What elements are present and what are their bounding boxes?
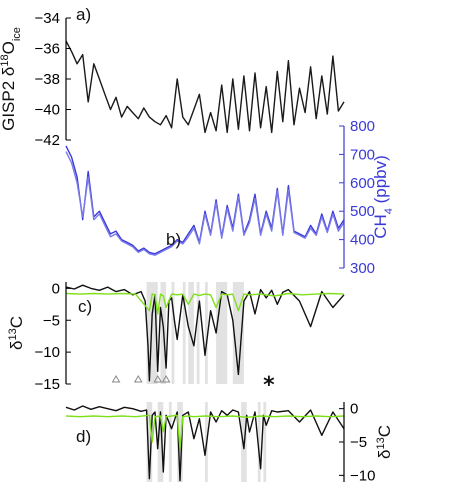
asterisk-marker: * xyxy=(263,373,275,398)
triangle-marker-3 xyxy=(161,375,171,383)
y-axis-title-c: δ13C xyxy=(7,316,26,350)
y-tick-label-c-2: −10 xyxy=(35,344,60,361)
shaded-band-c-0 xyxy=(146,282,158,384)
y-title-sup: 13 xyxy=(375,437,387,449)
series-line-d-1 xyxy=(65,414,345,450)
panel-c: 0 −5 −10 −15 c) δ13C * xyxy=(7,280,345,398)
shaded-band-d-0 xyxy=(146,402,153,482)
y-tick-label-b-1: 700 xyxy=(350,146,375,163)
y-tick-label-b-2: 600 xyxy=(350,175,375,192)
series-line-a-0 xyxy=(65,40,345,134)
series-line-b-0 xyxy=(65,145,345,255)
y-axis-title-d: δ13C xyxy=(375,425,394,459)
shaded-band-c-2 xyxy=(171,282,175,384)
y-title-main: C xyxy=(7,316,26,328)
shaded-band-c-3 xyxy=(182,282,186,384)
y-title-part: GISP2 δ xyxy=(0,67,18,131)
y-tick-label-c-3: −15 xyxy=(35,376,60,393)
y-title-sub: ice xyxy=(11,27,23,41)
y-tick-label-c-1: −5 xyxy=(43,312,60,329)
y-tick-label-d-1: −5 xyxy=(350,434,367,451)
y-title-sup: 18 xyxy=(0,54,11,66)
panel-label-c: c) xyxy=(78,297,92,316)
y-tick-label-b-0: 800 xyxy=(350,118,375,135)
y-tick-label-d-2: −10 xyxy=(350,467,375,484)
y-tick-label-a-2: −38 xyxy=(35,71,60,88)
shaded-band-c-6 xyxy=(205,282,208,384)
y-tick-label-a-1: −36 xyxy=(35,41,60,58)
panel-b: 800 700 600 500 400 300 b) CH4 (ppbv) xyxy=(65,118,395,277)
y-title-main: C xyxy=(375,425,394,437)
series-line-c-1 xyxy=(65,292,345,315)
shaded-band-c-4 xyxy=(188,282,194,384)
shaded-band-d-1 xyxy=(157,402,164,482)
y-tick-label-a-4: −42 xyxy=(35,132,60,149)
y-tick-label-a-0: −34 xyxy=(35,10,60,27)
panel-label-b: b) xyxy=(166,230,181,249)
triangle-marker-2 xyxy=(153,375,163,383)
shaded-band-c-8 xyxy=(232,282,244,384)
y-title-post: (ppbv) xyxy=(371,155,390,208)
panel-label-a: a) xyxy=(76,5,91,24)
y-axis-title-b: CH4 (ppbv) xyxy=(371,155,395,239)
y-title-part: CH xyxy=(371,214,390,239)
series-line-b-1 xyxy=(65,151,345,256)
y-tick-label-b-5: 300 xyxy=(350,260,375,277)
shaded-band-d-6 xyxy=(257,402,261,482)
triangle-marker-0 xyxy=(111,375,121,383)
y-title-main: O xyxy=(0,41,18,54)
y-title-sub: 4 xyxy=(383,208,395,214)
y-title-part: δ xyxy=(375,450,394,459)
triangle-marker-1 xyxy=(133,375,143,383)
y-tick-label-d-0: 0 xyxy=(350,401,358,418)
y-axis-title-a: GISP2 δ18Oice xyxy=(0,27,23,131)
y-tick-label-c-0: 0 xyxy=(52,280,60,297)
shaded-band-c-7 xyxy=(216,282,228,384)
y-title-part: δ xyxy=(7,341,26,350)
y-title-sup: 13 xyxy=(7,328,19,340)
y-tick-label-a-3: −40 xyxy=(35,102,60,119)
y-tick-label-b-3: 500 xyxy=(350,203,375,220)
panel-label-d: d) xyxy=(76,427,91,446)
shaded-band-d-2 xyxy=(168,402,172,482)
panel-a: −34 −36 −38 −40 −42 a) GISP2 δ18Oice xyxy=(0,5,345,149)
shaded-band-c-5 xyxy=(196,282,200,384)
shaded-band-d-7 xyxy=(263,402,267,482)
series-line-d-0 xyxy=(65,405,345,482)
panel-d: 0 −5 −10 d) δ13C xyxy=(65,401,394,484)
y-tick-label-b-4: 400 xyxy=(350,232,375,249)
